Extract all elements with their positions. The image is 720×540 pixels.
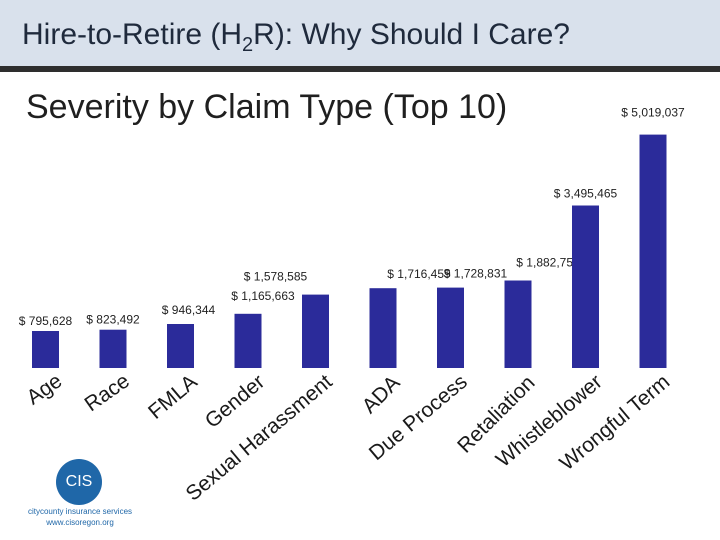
bar-ada [369, 288, 397, 368]
bar-retaliation [504, 280, 532, 368]
cis-logo-name: citycounty insurance services [27, 507, 133, 516]
category-label: Race [81, 369, 134, 416]
bar-whistleblower [572, 205, 599, 368]
data-label: $ 1,728,831 [444, 267, 508, 281]
data-label: $ 823,492 [86, 313, 140, 327]
data-label: $ 1,882,756 [516, 256, 580, 270]
data-label: $ 1,165,663 [231, 289, 295, 303]
data-label: $ 1,716,459 [387, 267, 451, 281]
cis-logo-url: www.cisoregon.org [46, 518, 114, 527]
bar-due-process [437, 287, 464, 368]
data-label: $ 1,578,585 [244, 270, 308, 284]
data-label: $ 946,344 [162, 303, 216, 317]
bar-age [32, 331, 59, 368]
data-label: $ 3,495,465 [554, 187, 618, 201]
category-label: ADA [358, 371, 405, 418]
slide-header [0, 0, 720, 66]
bar-race [99, 329, 127, 368]
chart-title: Severity by Claim Type (Top 10) [26, 88, 508, 126]
bar-gender [234, 313, 262, 368]
bar-fmla [167, 324, 194, 368]
cis-logo: CIS citycounty insurance services www.ci… [10, 455, 150, 535]
header-rule [0, 66, 720, 72]
data-label: $ 5,019,037 [621, 106, 685, 120]
data-label: $ 795,628 [19, 314, 73, 328]
bar-sexual-harassment [302, 294, 329, 368]
category-label: Age [23, 369, 67, 409]
slide-title: Hire-to-Retire (H2R): Why Should I Care? [22, 18, 570, 56]
category-label: FMLA [144, 370, 202, 424]
cis-logo-mark: CIS [56, 459, 102, 505]
bar-wrongful-term [639, 134, 667, 368]
